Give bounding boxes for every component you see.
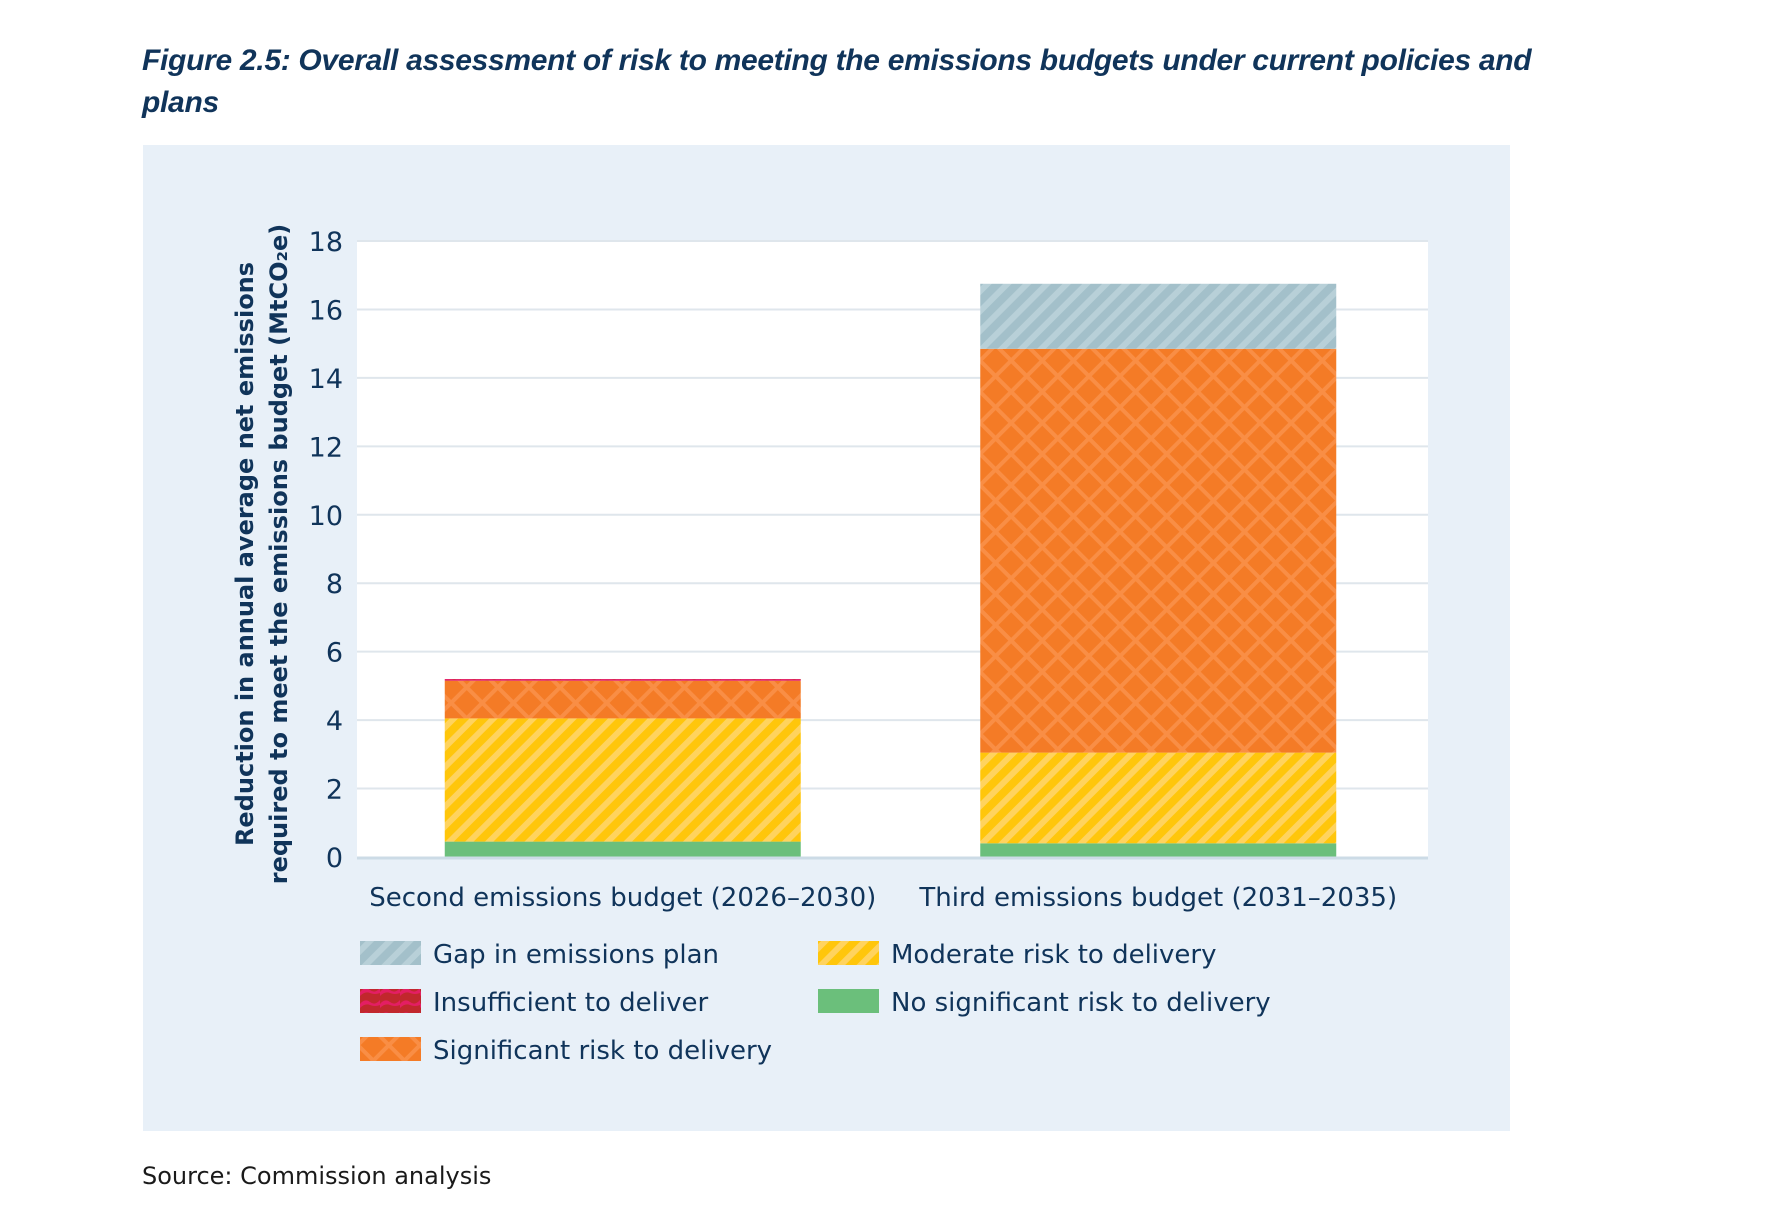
y-tick-label: 12: [309, 432, 343, 463]
legend-item: No significant risk to delivery: [818, 988, 1271, 1018]
bar-segment-significant-risk-to-delivery: [444, 680, 801, 719]
y-axis-label-line: Reduction in annual average net emission…: [231, 262, 259, 846]
bar-stack: [444, 679, 801, 857]
y-tick-label: 8: [326, 569, 343, 600]
figure-title: Figure 2.5: Overall assessment of risk t…: [142, 44, 1532, 119]
legend-swatch: [360, 989, 421, 1013]
y-tick-label: 6: [326, 638, 343, 669]
legend-swatch: [360, 941, 421, 965]
legend-label: Gap in emissions plan: [433, 940, 719, 970]
y-tick-label: 14: [309, 364, 343, 395]
legend-label: Moderate risk to delivery: [891, 940, 1216, 970]
bar-segment-significant-risk-to-delivery: [980, 348, 1337, 753]
bar-segment-moderate-risk-to-delivery: [980, 752, 1337, 844]
legend: Gap in emissions plan Insufficient to del…: [360, 940, 1271, 1066]
legend-label: Significant risk to delivery: [433, 1036, 772, 1066]
y-tick-label: 4: [326, 706, 343, 737]
y-tick-label: 2: [326, 775, 343, 806]
y-tick-label: 18: [309, 227, 343, 258]
bar-segment-insufficient-to-deliver: [444, 679, 801, 681]
y-axis-label-line: required to meet the emissions budget (M…: [265, 224, 293, 885]
legend-item: Insufficient to deliver: [360, 988, 708, 1018]
legend-label: No significant risk to delivery: [891, 988, 1271, 1018]
legend-label: Insufficient to deliver: [433, 988, 708, 1018]
x-category-label: Second emissions budget (2026–2030): [369, 883, 876, 913]
bar-segment-no-significant-risk-to-delivery: [980, 843, 1337, 857]
legend-item: Moderate risk to delivery: [818, 940, 1216, 970]
x-axis-category-labels: Second emissions budget (2026–2030) Third…: [369, 883, 1397, 913]
y-axis-ticks: 0 2 4 6 8 10 12 14 16 18: [309, 227, 343, 874]
bars: [444, 283, 1337, 857]
y-axis-label: Reduction in annual average net emission…: [231, 224, 293, 885]
bar-segment-gap-in-emissions-plan: [980, 283, 1337, 349]
x-category-label: Third emissions budget (2031–2035): [918, 883, 1397, 913]
bar-segment-no-significant-risk-to-delivery: [444, 841, 801, 857]
bar-segment-moderate-risk-to-delivery: [444, 718, 801, 842]
legend-item: Gap in emissions plan: [360, 940, 719, 970]
legend-swatch: [818, 941, 879, 965]
bar-stack: [980, 283, 1337, 857]
y-tick-label: 0: [326, 843, 343, 874]
y-tick-label: 16: [309, 295, 343, 326]
legend-swatch: [818, 989, 879, 1013]
source-note: Source: Commission analysis: [142, 1162, 492, 1190]
legend-swatch: [360, 1037, 421, 1061]
legend-item: Significant risk to delivery: [360, 1036, 772, 1066]
y-tick-label: 10: [309, 501, 343, 532]
